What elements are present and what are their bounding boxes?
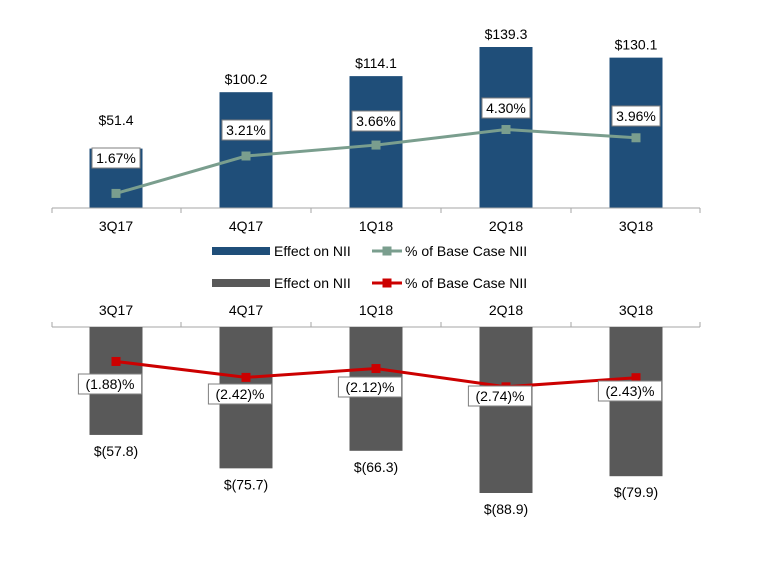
top-pct-label-3Q17-box (91, 147, 141, 169)
top-pct-label-3Q18: 3.96% (616, 108, 656, 124)
top-line-point-3Q17 (111, 188, 121, 198)
top-x-tick-label-2Q18: 2Q18 (489, 218, 523, 234)
bottom-bar-value-label-1Q18: $(66.3) (354, 459, 398, 475)
top-line-point-1Q18 (371, 140, 381, 150)
top-line-point-2Q18 (501, 125, 511, 135)
bottom-bar-value-label-3Q17: $(57.8) (94, 443, 138, 459)
top-bar-3Q18 (609, 57, 663, 209)
top-pct-label-2Q18: 4.30% (486, 100, 526, 116)
bottom-legend-line-label: % of Base Case NII (405, 275, 527, 291)
top-x-tick-label-3Q17: 3Q17 (99, 218, 133, 234)
bottom-pct-label-4Q17-box (207, 383, 273, 405)
bottom-bar-value-label-3Q18: $(79.9) (614, 484, 658, 500)
bottom-line-point-1Q18 (371, 364, 381, 374)
top-legend-line-label: % of Base Case NII (405, 243, 527, 259)
bottom-pct-label-1Q18: (2.12)% (345, 379, 394, 395)
bottom-pct-label-4Q17: (2.42)% (215, 386, 264, 402)
bottom-pct-label-3Q18-box (597, 380, 663, 402)
top-x-tick-label-1Q18: 1Q18 (359, 218, 393, 234)
bottom-x-tick-label-3Q18: 3Q18 (619, 302, 653, 318)
top-bar-4Q17 (219, 92, 273, 208)
bottom-pct-label-3Q17-box (77, 373, 143, 395)
bottom-pct-label-3Q17: (1.88)% (85, 376, 134, 392)
bottom-legend-bar-swatch (212, 279, 270, 287)
bottom-bar-3Q18 (609, 327, 663, 477)
top-pct-label-3Q18-box (611, 105, 661, 127)
top-pct-label-2Q18-box (481, 97, 531, 119)
top-bar-value-label-1Q18: $114.1 (355, 55, 397, 71)
bottom-x-tick-label-3Q17: 3Q17 (99, 302, 133, 318)
top-bar-value-label-3Q17: $51.4 (98, 112, 133, 128)
bottom-chart-legend: Effect on NII % of Base Case NII (212, 275, 527, 291)
top-x-tick-label-4Q17: 4Q17 (229, 218, 263, 234)
bottom-x-tick-label-4Q17: 4Q17 (229, 302, 263, 318)
bottom-pct-label-2Q18-box (467, 385, 533, 407)
top-legend-bar-label: Effect on NII (274, 243, 351, 259)
bottom-pct-label-2Q18: (2.74)% (475, 388, 524, 404)
bottom-pct-label-3Q18: (2.43)% (605, 383, 654, 399)
top-pct-label-3Q17: 1.67% (96, 150, 136, 166)
bottom-x-tick-label-1Q18: 1Q18 (359, 302, 393, 318)
bottom-legend-bar-label: Effect on NII (274, 275, 351, 291)
top-bar-value-label-2Q18: $139.3 (485, 26, 528, 42)
top-x-tick-label-3Q18: 3Q18 (619, 218, 653, 234)
top-bar-value-label-3Q18: $130.1 (615, 37, 658, 53)
top-pct-label-4Q17: 3.21% (226, 122, 266, 138)
top-pct-label-4Q17-box (221, 119, 271, 141)
top-line-point-4Q17 (241, 151, 251, 161)
bottom-bar-value-label-2Q18: $(88.9) (484, 501, 528, 517)
top-bar-value-label-4Q17: $100.2 (225, 71, 268, 87)
bottom-line-point-4Q17 (241, 372, 251, 382)
top-chart: 3Q17 4Q17 1Q18 2Q18 3Q18 $51.4 $100.2 $114.1 $13… (51, 26, 701, 234)
top-chart-legend: Effect on NII % of Base Case NII (212, 243, 527, 259)
top-pct-label-1Q18: 3.66% (356, 113, 396, 129)
bottom-line-point-3Q17 (111, 356, 121, 366)
bottom-pct-label-1Q18-box (337, 376, 403, 398)
top-pct-label-1Q18-box (351, 110, 401, 132)
top-legend-bar-swatch (212, 247, 270, 255)
top-legend-line-marker (382, 246, 392, 256)
bottom-bar-value-label-4Q17: $(75.7) (224, 476, 268, 492)
top-line-point-3Q18 (631, 133, 641, 143)
bottom-chart: 3Q17 4Q17 1Q18 2Q18 3Q18 $(57.8) $(75.7) $(66.3… (51, 302, 701, 517)
bottom-x-tick-label-2Q18: 2Q18 (489, 302, 523, 318)
bottom-bar-2Q18 (479, 327, 533, 493)
bottom-legend-line-marker (382, 278, 392, 288)
bottom-line-point-3Q18 (631, 373, 641, 383)
